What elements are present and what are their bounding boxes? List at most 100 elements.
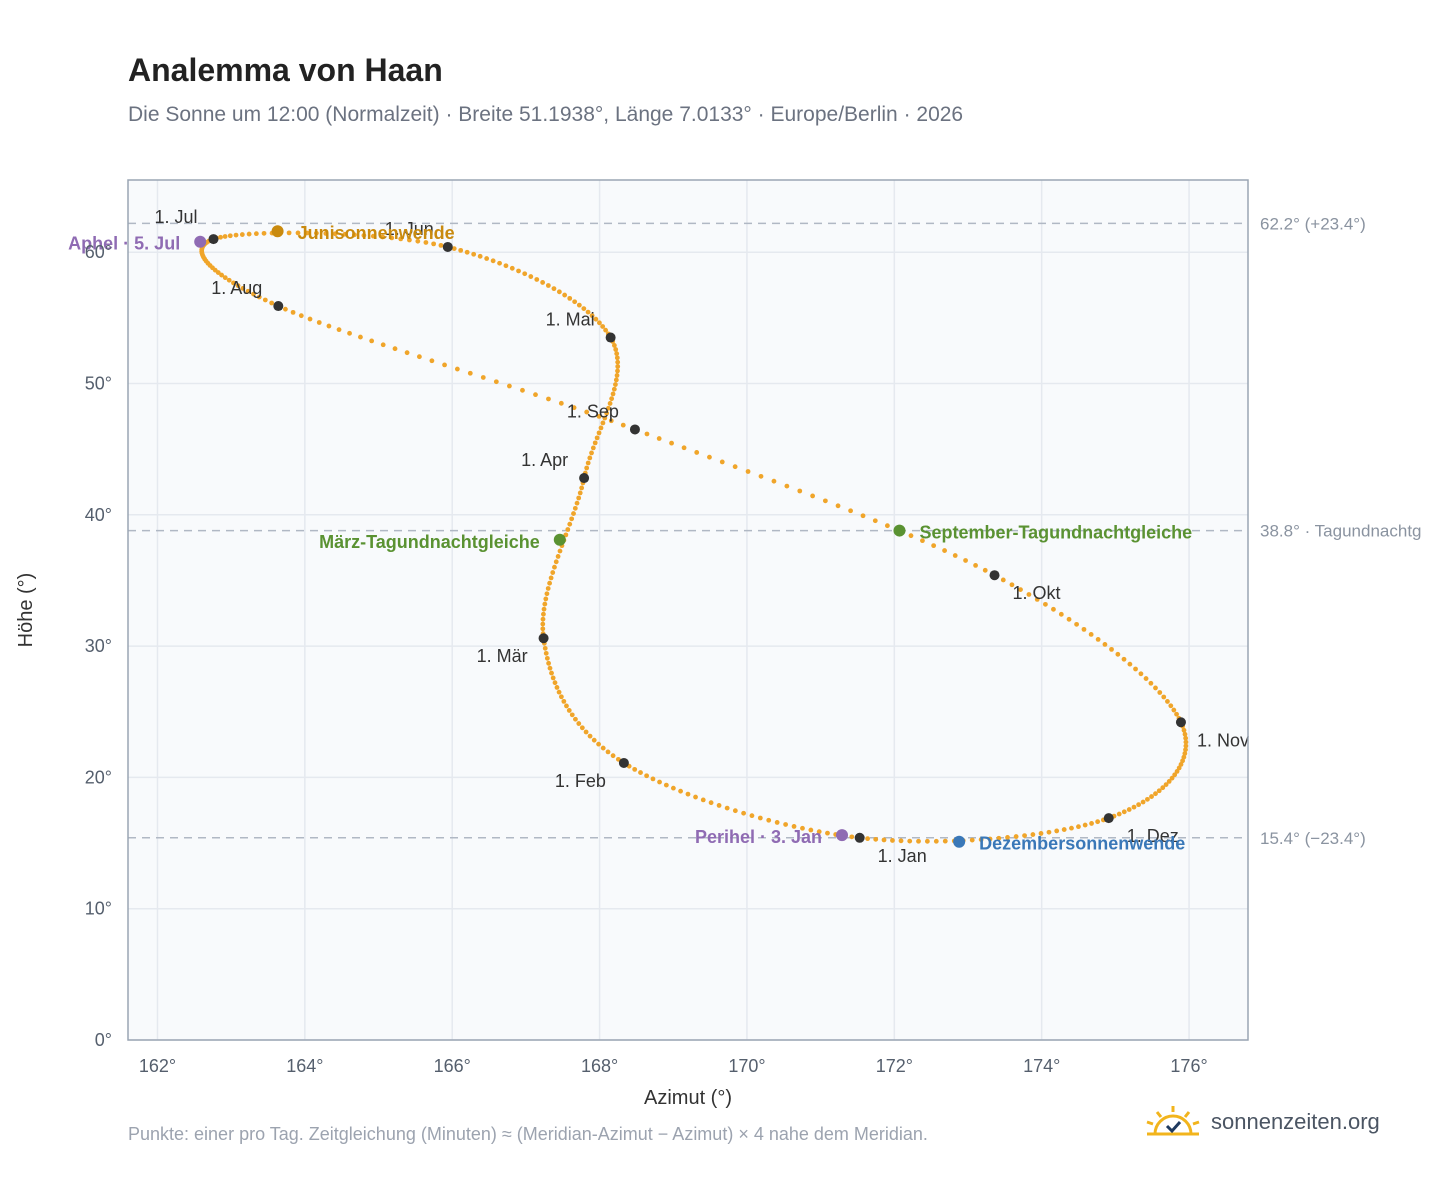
daily-point: [1183, 747, 1188, 753]
daily-point: [600, 745, 606, 751]
daily-point: [670, 785, 676, 791]
daily-point: [464, 249, 470, 255]
daily-point: [576, 302, 582, 308]
daily-point: [552, 564, 557, 570]
month-label: 1. Jun: [385, 219, 434, 239]
month-label: 1. Feb: [555, 771, 606, 791]
daily-point: [1149, 794, 1154, 799]
daily-point: [589, 450, 594, 456]
month-marker: [208, 234, 219, 245]
daily-point: [593, 316, 599, 322]
daily-point: [1046, 829, 1052, 835]
daily-point: [592, 440, 598, 446]
daily-point: [996, 835, 1002, 841]
daily-point: [467, 370, 473, 376]
daily-point: [389, 235, 395, 241]
daily-point: [584, 409, 590, 415]
daily-point: [614, 373, 620, 378]
daily-point: [614, 355, 620, 361]
daily-point: [700, 797, 706, 803]
daily-point: [342, 231, 348, 237]
brand-logo[interactable]: sonnenzeiten.org: [1145, 1100, 1405, 1144]
daily-point: [573, 716, 578, 722]
daily-point: [369, 338, 375, 344]
daily-point: [548, 575, 554, 581]
daily-point: [1058, 611, 1064, 617]
daily-point: [1005, 835, 1010, 840]
event-marker: [836, 829, 848, 842]
daily-point: [516, 268, 521, 274]
daily-point: [545, 283, 551, 288]
month-marker: [579, 473, 590, 484]
daily-point: [884, 523, 890, 529]
daily-point: [543, 596, 549, 602]
daily-point: [540, 616, 546, 622]
event-marker: [553, 533, 566, 546]
y-tick-label: 50°: [85, 374, 112, 394]
month-marker: [538, 633, 549, 644]
daily-point: [933, 838, 939, 844]
daily-point: [542, 645, 548, 651]
daily-point: [611, 343, 617, 348]
daily-point: [347, 330, 352, 336]
reference-lines: 62.2° (+23.4°) 38.8° · Tagundnachtg 15.4° …: [128, 214, 1422, 848]
daily-point: [1174, 769, 1180, 774]
daily-point: [638, 770, 643, 775]
daily-point: [1074, 621, 1079, 627]
month-label: 1. Aug: [211, 278, 262, 298]
daily-point: [931, 543, 937, 549]
daily-point: [262, 297, 268, 303]
daily-point: [952, 553, 958, 558]
daily-point: [613, 347, 619, 352]
daily-point: [565, 527, 571, 532]
daily-point: [587, 455, 593, 461]
daily-point: [1076, 824, 1081, 830]
daily-point: [551, 286, 557, 292]
daily-point: [572, 299, 578, 305]
daily-point: [351, 232, 357, 238]
daily-point: [534, 277, 540, 282]
daily-point: [1131, 804, 1137, 810]
daily-point: [609, 396, 615, 402]
daily-point: [1181, 754, 1187, 760]
plot-frame: [127, 179, 1249, 1041]
x-tick-label: 172°: [876, 1056, 913, 1076]
daily-point: [1082, 822, 1088, 828]
y-tick-label: 20°: [85, 767, 112, 787]
daily-point: [522, 271, 528, 277]
daily-point: [407, 237, 412, 243]
daily-point: [872, 518, 878, 524]
x-tick-label: 168°: [581, 1056, 618, 1076]
event-label: September-Tagundnachtgleiche: [919, 523, 1192, 543]
daily-point: [987, 836, 993, 842]
daily-point: [458, 247, 464, 253]
y-tick-label: 30°: [85, 636, 112, 656]
daily-point: [1069, 825, 1074, 831]
daily-point: [571, 405, 577, 411]
daily-point: [1038, 831, 1044, 836]
daily-point: [544, 655, 550, 661]
x-tick-label: 170°: [728, 1056, 765, 1076]
daily-point: [973, 563, 978, 568]
y-tick-label: 40°: [85, 505, 112, 525]
daily-point: [557, 548, 563, 554]
daily-point: [916, 838, 921, 844]
daily-point: [566, 708, 572, 713]
daily-point: [404, 350, 410, 356]
daily-point: [920, 538, 925, 544]
daily-point: [1153, 791, 1158, 797]
month-label: 1. Nov: [1197, 730, 1249, 750]
daily-point: [1022, 833, 1027, 839]
daily-point: [783, 822, 789, 827]
month-marker: [854, 832, 865, 843]
daily-point: [316, 320, 322, 325]
daily-point: [567, 295, 573, 301]
daily-point: [585, 309, 591, 315]
daily-point: [1026, 592, 1032, 597]
daily-point: [1061, 827, 1067, 832]
daily-point: [611, 386, 617, 392]
month-marker: [605, 332, 616, 343]
daily-point: [663, 782, 669, 788]
daily-point: [314, 230, 319, 236]
daily-point: [1088, 631, 1094, 637]
